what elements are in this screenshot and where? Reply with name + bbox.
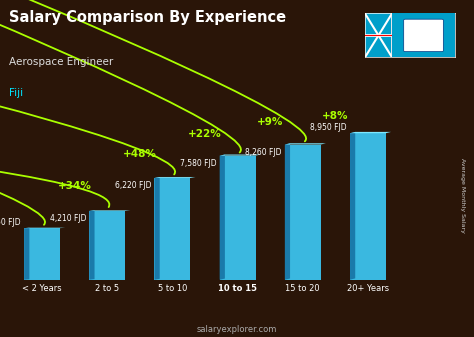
- Polygon shape: [24, 228, 29, 280]
- Text: Salary Comparison By Experience: Salary Comparison By Experience: [9, 10, 287, 25]
- Text: Fiji: Fiji: [9, 88, 24, 98]
- Text: +22%: +22%: [188, 129, 222, 139]
- Polygon shape: [219, 155, 261, 156]
- Text: salaryexplorer.com: salaryexplorer.com: [197, 325, 277, 334]
- Polygon shape: [155, 178, 191, 280]
- Polygon shape: [219, 156, 255, 280]
- FancyBboxPatch shape: [404, 19, 443, 52]
- Polygon shape: [350, 133, 386, 280]
- Polygon shape: [219, 155, 225, 280]
- Text: 6,220 FJD: 6,220 FJD: [115, 181, 151, 190]
- Polygon shape: [285, 145, 321, 280]
- Polygon shape: [350, 132, 391, 133]
- Text: +34%: +34%: [58, 181, 91, 191]
- Text: 3,150 FJD: 3,150 FJD: [0, 218, 21, 227]
- Polygon shape: [89, 210, 94, 280]
- Polygon shape: [285, 143, 290, 280]
- Polygon shape: [24, 228, 60, 280]
- Text: 8,260 FJD: 8,260 FJD: [245, 148, 282, 157]
- Text: 7,580 FJD: 7,580 FJD: [180, 159, 217, 168]
- Text: Aerospace Engineer: Aerospace Engineer: [9, 57, 114, 67]
- Text: +9%: +9%: [257, 118, 283, 127]
- Polygon shape: [285, 143, 326, 145]
- Text: +8%: +8%: [322, 111, 348, 121]
- Polygon shape: [89, 210, 130, 211]
- Text: 4,210 FJD: 4,210 FJD: [50, 214, 86, 223]
- Bar: [392, 13, 455, 57]
- Text: Average Monthly Salary: Average Monthly Salary: [460, 158, 465, 233]
- Text: 8,950 FJD: 8,950 FJD: [310, 123, 347, 132]
- Text: +48%: +48%: [123, 149, 157, 159]
- Polygon shape: [350, 132, 355, 280]
- Polygon shape: [89, 211, 125, 280]
- Polygon shape: [155, 177, 196, 178]
- Polygon shape: [155, 177, 160, 280]
